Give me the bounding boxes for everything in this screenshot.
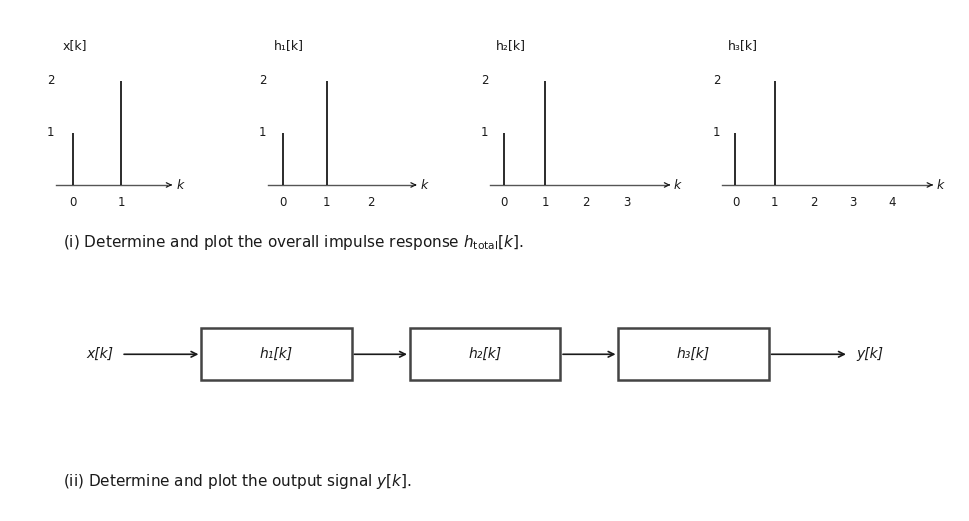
- Text: $k$: $k$: [175, 178, 185, 192]
- Text: 3: 3: [848, 196, 856, 209]
- FancyBboxPatch shape: [618, 328, 768, 380]
- Text: x[k]: x[k]: [63, 39, 87, 52]
- Text: 1: 1: [117, 196, 125, 209]
- Text: y[k]: y[k]: [856, 348, 883, 361]
- Text: 1: 1: [481, 127, 488, 139]
- Text: h₁[k]: h₁[k]: [274, 39, 304, 52]
- Text: 2: 2: [259, 75, 266, 87]
- Text: 0: 0: [279, 196, 286, 209]
- Text: 4: 4: [888, 196, 894, 209]
- Text: 1: 1: [47, 127, 54, 139]
- Text: h₂[k]: h₂[k]: [495, 39, 525, 52]
- Text: 3: 3: [623, 196, 630, 209]
- Text: 0: 0: [731, 196, 738, 209]
- Text: 2: 2: [47, 75, 54, 87]
- Text: 1: 1: [712, 127, 720, 139]
- Text: (i) Determine and plot the overall impulse response $h_{\mathrm{total}}[k].$: (i) Determine and plot the overall impul…: [63, 233, 523, 252]
- Text: 0: 0: [500, 196, 507, 209]
- Text: 1: 1: [259, 127, 266, 139]
- Text: 1: 1: [323, 196, 330, 209]
- Text: 2: 2: [712, 75, 720, 87]
- Text: 2: 2: [581, 196, 589, 209]
- Text: 2: 2: [366, 196, 374, 209]
- Text: h₁[k]: h₁[k]: [260, 348, 293, 361]
- Text: 1: 1: [541, 196, 548, 209]
- Text: 2: 2: [809, 196, 817, 209]
- FancyBboxPatch shape: [409, 328, 560, 380]
- Text: $k$: $k$: [672, 178, 682, 192]
- Text: (ii) Determine and plot the output signal $y[k].$: (ii) Determine and plot the output signa…: [63, 473, 411, 491]
- Text: 0: 0: [69, 196, 77, 209]
- Text: 1: 1: [770, 196, 777, 209]
- Text: h₃[k]: h₃[k]: [676, 348, 709, 361]
- Text: h₃[k]: h₃[k]: [727, 39, 757, 52]
- Text: $k$: $k$: [935, 178, 945, 192]
- FancyBboxPatch shape: [202, 328, 351, 380]
- Text: h₂[k]: h₂[k]: [468, 348, 501, 361]
- Text: x[k]: x[k]: [86, 348, 113, 361]
- Text: 2: 2: [481, 75, 488, 87]
- Text: $k$: $k$: [420, 178, 429, 192]
